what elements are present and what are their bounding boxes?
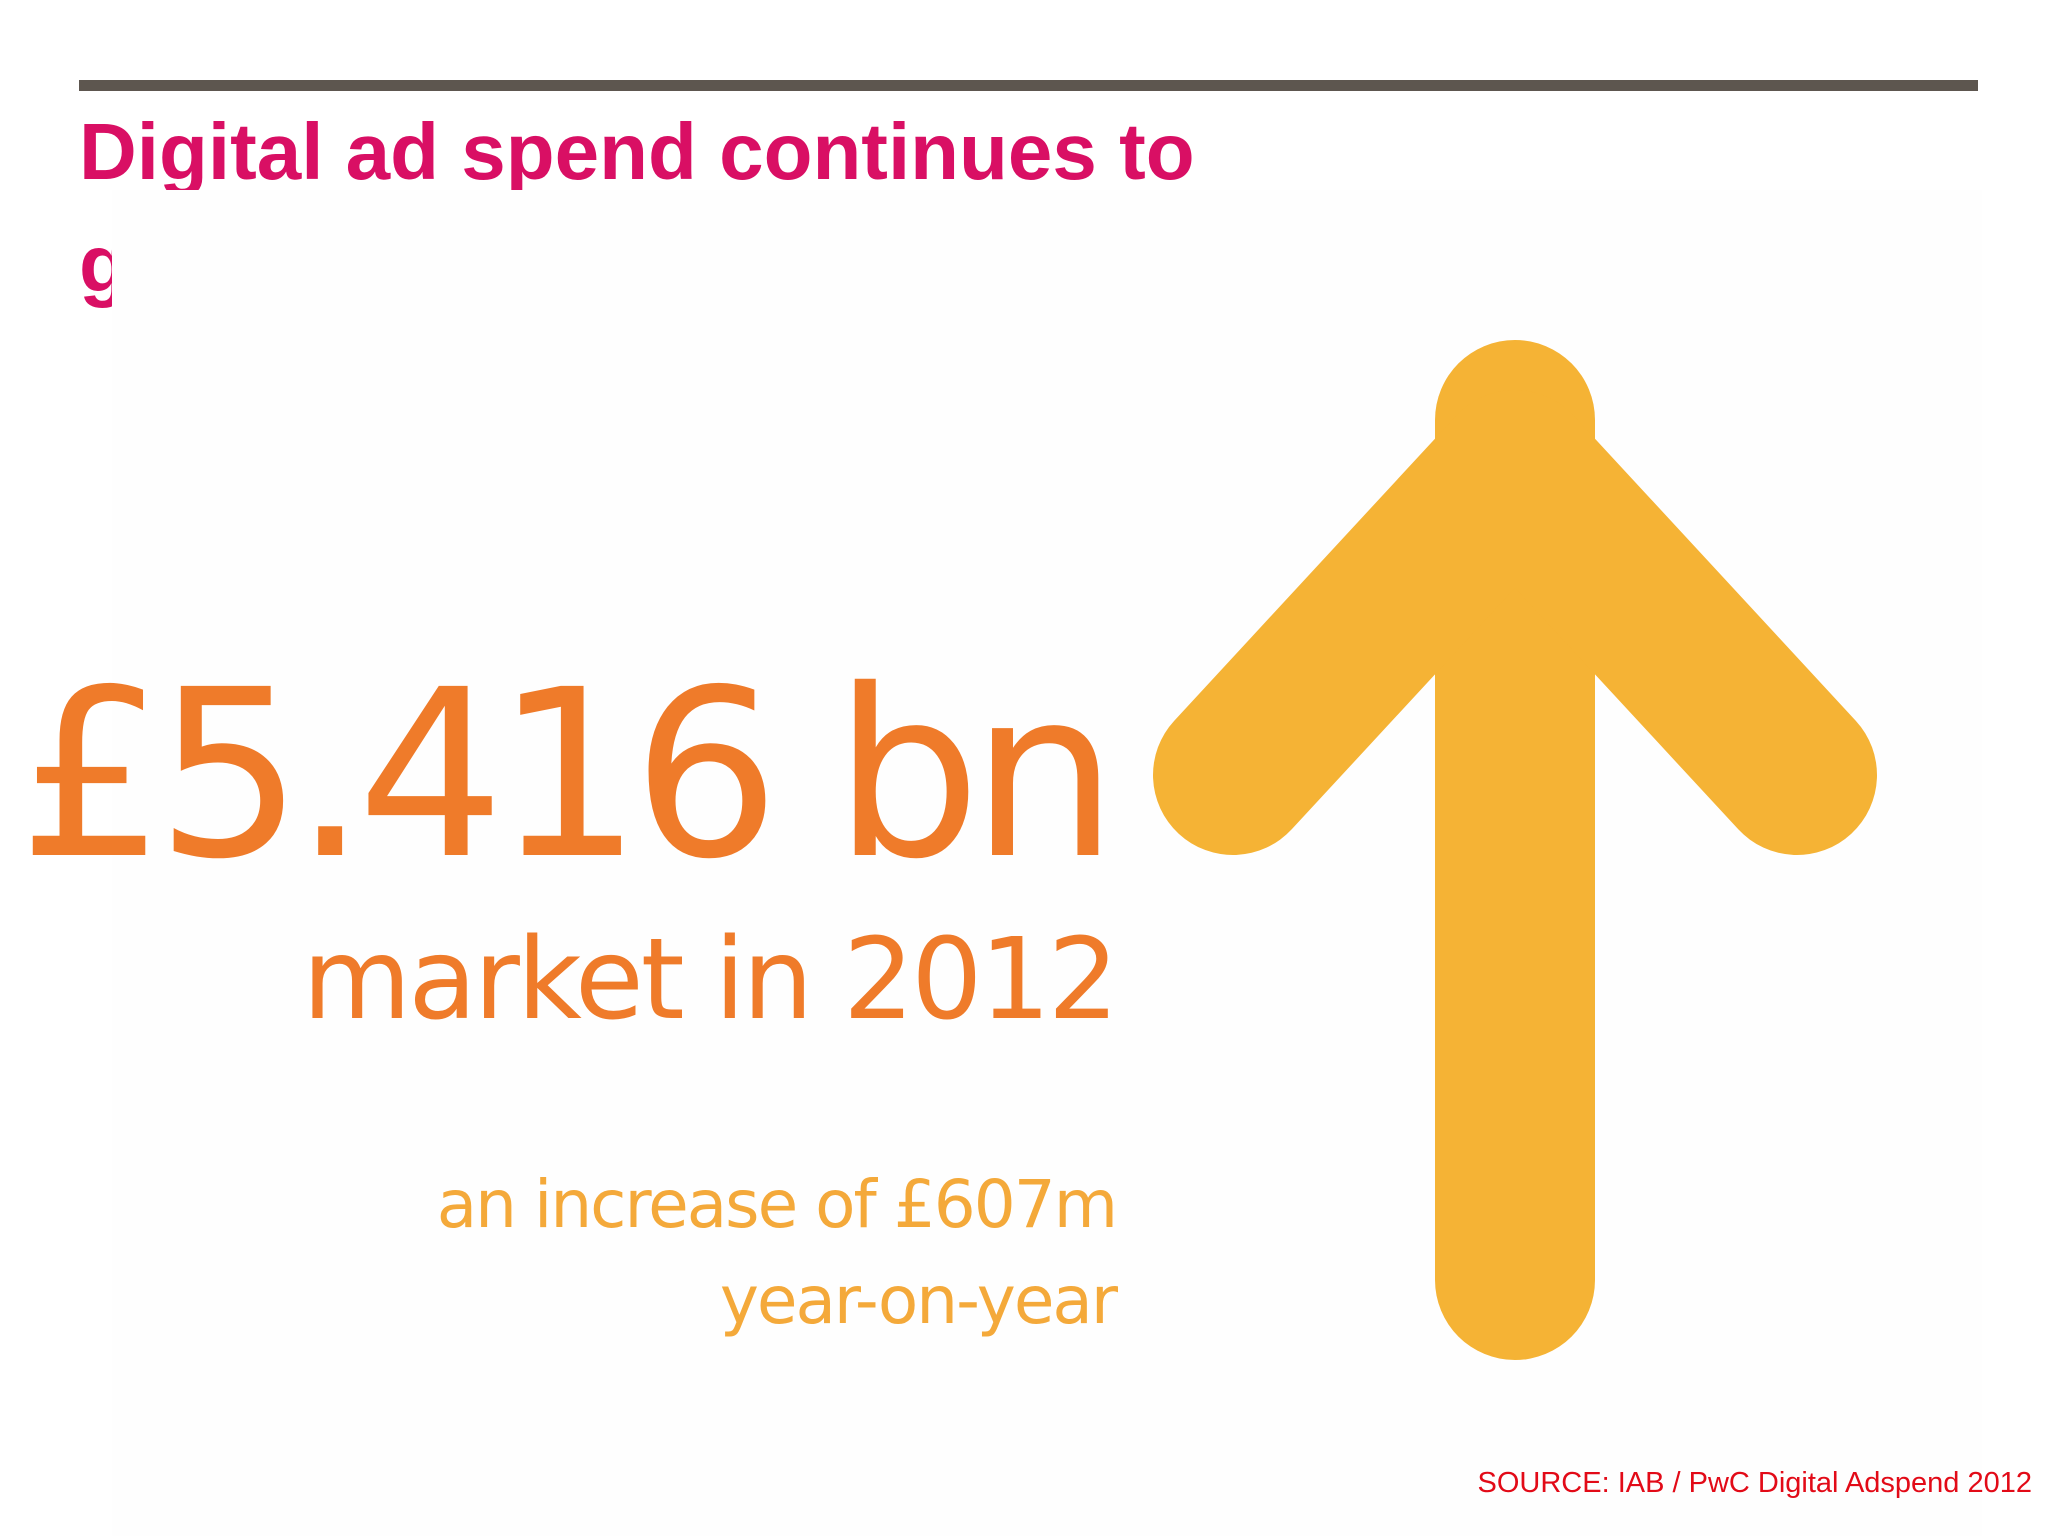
title-rule <box>79 80 1978 91</box>
source-citation: SOURCE: IAB / PwC Digital Adspend 2012 <box>1477 1467 2032 1499</box>
increase-line-1: an increase of £607m <box>436 1166 1118 1243</box>
arrow-head <box>1153 390 1877 855</box>
market-year-text: market in 2012 <box>302 915 1119 1045</box>
increase-text: an increase of £607m year-on-year <box>436 1157 1118 1349</box>
infographic-panel <box>112 190 1982 1536</box>
headline-figure: £5.416 bn <box>18 640 1118 910</box>
increase-line-2: year-on-year <box>719 1262 1118 1339</box>
